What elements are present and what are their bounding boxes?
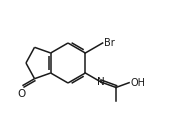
Text: Br: Br [104, 38, 114, 48]
Text: O: O [17, 89, 26, 99]
Text: OH: OH [130, 78, 145, 88]
Text: N: N [97, 77, 105, 87]
